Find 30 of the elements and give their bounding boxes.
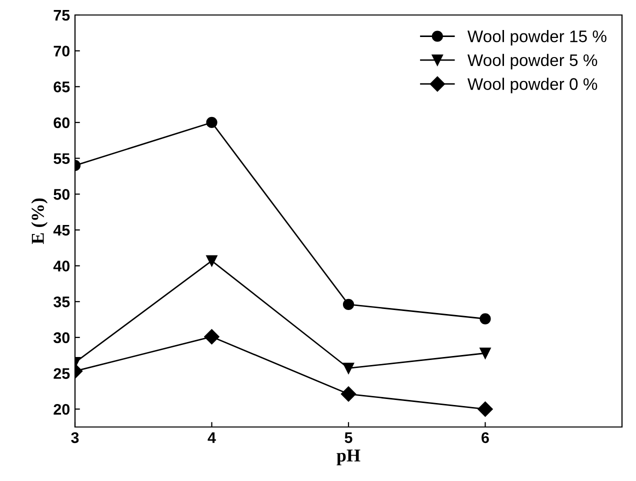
x-tick-label: 3 [71, 432, 79, 444]
legend-label: Wool powder 5 % [467, 54, 598, 70]
point [342, 298, 354, 310]
point [206, 255, 218, 266]
point [340, 386, 356, 402]
point [478, 402, 493, 417]
x-tick-label: 4 [208, 432, 216, 443]
y-axis-title: E (%) [31, 198, 48, 244]
y-tick-label: 35 [54, 296, 70, 308]
y-tick-label: 20 [54, 404, 70, 415]
legend-label: Wool powder 15 % [467, 30, 606, 46]
y-tick-label: 70 [54, 46, 70, 57]
y-tick-label: 50 [54, 189, 70, 200]
y-tick-label: 30 [54, 332, 70, 344]
y-tick-label: 40 [53, 260, 70, 272]
point [206, 116, 218, 128]
point [204, 329, 220, 344]
x-tick-label: 5 [344, 432, 352, 444]
point [342, 362, 354, 374]
point [480, 348, 491, 359]
legend-label: Wool powder 0 % [467, 78, 598, 94]
y-tick-label: 60 [54, 117, 70, 128]
y-tick-label: 25 [54, 368, 70, 379]
y-tick-label: 45 [53, 224, 70, 236]
y-tick-label: 55 [54, 153, 70, 164]
x-axis-title: pH [336, 450, 360, 466]
y-tick-label: 75 [54, 10, 70, 21]
x-tick-label: 6 [482, 432, 489, 444]
y-tick-label: 65 [54, 82, 70, 92]
point [480, 313, 491, 324]
